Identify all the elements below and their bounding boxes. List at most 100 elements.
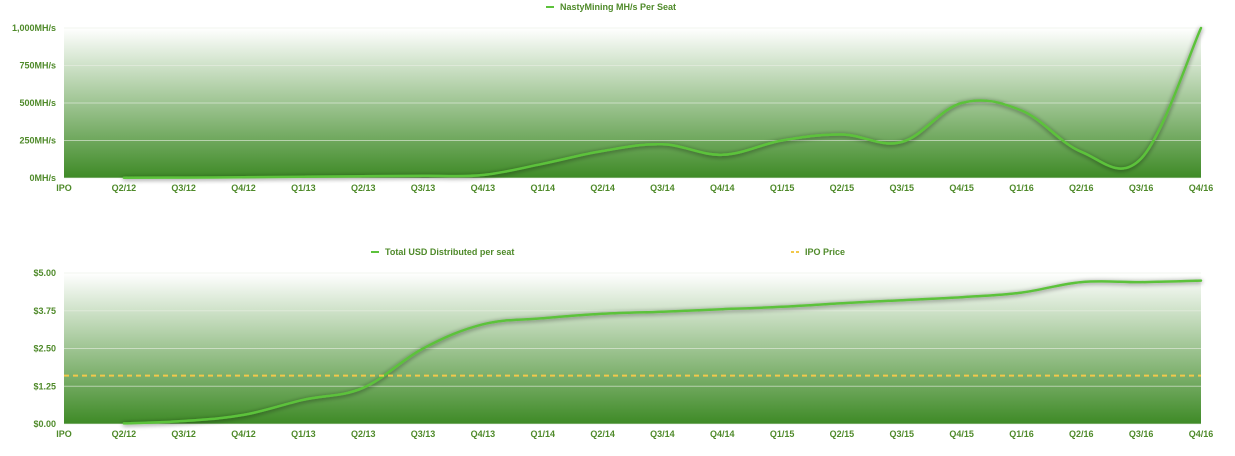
x-tick-label: Q3/16 xyxy=(1129,429,1154,439)
series-group xyxy=(64,279,1203,425)
grid-lines xyxy=(64,272,1201,425)
x-tick-label: Q1/16 xyxy=(1009,183,1034,193)
x-tick-label: Q2/12 xyxy=(112,429,137,439)
x-tick-label: Q3/13 xyxy=(411,183,436,193)
x-axis: IPO Q2/12 Q3/12 Q4/12 Q1/13 Q2/13 Q3/13 Q4/13 Q1… xyxy=(56,183,1213,193)
data-point xyxy=(482,174,484,176)
x-tick-label: Q4/16 xyxy=(1189,429,1214,439)
x-tick-label: Q3/12 xyxy=(171,429,196,439)
data-point xyxy=(960,296,962,298)
x-tick-label: Q4/16 xyxy=(1189,183,1214,193)
data-point xyxy=(781,139,783,141)
x-tick-label: Q4/12 xyxy=(231,183,256,193)
data-point xyxy=(1080,281,1082,283)
data-point xyxy=(960,102,962,104)
x-tick-label: Q2/12 xyxy=(112,183,137,193)
data-point xyxy=(1140,281,1142,283)
x-tick-label: Q3/12 xyxy=(171,183,196,193)
x-tick-label: Q1/14 xyxy=(530,183,555,193)
series-line xyxy=(122,279,1203,425)
x-tick-label: Q2/15 xyxy=(830,183,855,193)
y-tick-label: 0MH/s xyxy=(29,173,56,183)
y-tick-label: 1,000MH/s xyxy=(12,23,56,33)
legend: NastyMining MH/s Per Seat xyxy=(546,2,676,12)
y-tick-label: $2.50 xyxy=(33,344,56,354)
x-tick-label: Q3/16 xyxy=(1129,183,1154,193)
data-point xyxy=(123,422,125,424)
data-point xyxy=(422,175,424,177)
data-point xyxy=(1140,157,1142,159)
x-tick-label: Q2/16 xyxy=(1069,183,1094,193)
x-tick-label: Q2/15 xyxy=(830,429,855,439)
y-tick-label: $0.00 xyxy=(33,419,56,429)
data-point xyxy=(901,141,903,143)
x-tick-label: Q2/16 xyxy=(1069,429,1094,439)
data-point xyxy=(661,143,663,145)
x-tick-label: Q1/15 xyxy=(770,429,795,439)
data-point xyxy=(901,299,903,301)
x-tick-label: Q2/14 xyxy=(590,183,615,193)
x-tick-label: Q4/13 xyxy=(471,183,496,193)
x-tick-label: Q1/16 xyxy=(1009,429,1034,439)
data-point xyxy=(182,176,184,178)
legend-item[interactable]: NastyMining MH/s Per Seat xyxy=(546,2,676,12)
legend-label: Total USD Distributed per seat xyxy=(385,247,514,257)
y-tick-label: 750MH/s xyxy=(19,61,56,71)
mhs-per-seat-chart: 0MH/s 250MH/s 500MH/s 750MH/s 1,000MH/s IPO Q… xyxy=(12,2,1213,193)
x-tick-label: Q1/13 xyxy=(291,183,316,193)
data-point xyxy=(182,420,184,422)
x-tick-label: Q2/13 xyxy=(351,183,376,193)
data-point xyxy=(482,323,484,325)
x-tick-label: Q4/15 xyxy=(949,183,974,193)
x-tick-label: Q1/15 xyxy=(770,183,795,193)
x-tick-label: Q4/12 xyxy=(231,429,256,439)
data-point xyxy=(123,177,125,179)
data-point xyxy=(362,175,364,177)
data-point xyxy=(1200,279,1202,281)
y-tick-label: $5.00 xyxy=(33,268,56,278)
x-tick-label: Q2/13 xyxy=(351,429,376,439)
y-tick-label: $3.75 xyxy=(33,306,56,316)
x-tick-label: Q1/13 xyxy=(291,429,316,439)
data-point xyxy=(601,150,603,152)
data-point xyxy=(841,302,843,304)
data-point xyxy=(542,163,544,165)
x-tick-label: Q4/14 xyxy=(710,429,735,439)
data-point xyxy=(841,133,843,135)
legend-item[interactable]: Total USD Distributed per seat xyxy=(371,247,514,257)
x-tick-label: Q3/14 xyxy=(650,429,675,439)
legend-label: IPO Price xyxy=(805,247,845,257)
legend: Total USD Distributed per seat IPO Price xyxy=(371,247,845,257)
x-tick-label: Q3/15 xyxy=(890,429,915,439)
data-point xyxy=(721,308,723,310)
legend-item[interactable]: IPO Price xyxy=(791,247,845,257)
series-line xyxy=(122,26,1203,179)
x-tick-label: Q3/13 xyxy=(411,429,436,439)
data-point xyxy=(302,399,304,401)
data-point xyxy=(1020,291,1022,293)
data-point xyxy=(422,347,424,349)
legend-label: NastyMining MH/s Per Seat xyxy=(560,2,676,12)
x-tick-label: Q3/14 xyxy=(650,183,675,193)
usd-distributed-chart: $0.00 $1.25 $2.50 $3.75 $5.00 IPO Q2/12 Q3/12 Q… xyxy=(33,247,1213,439)
data-point xyxy=(661,310,663,312)
y-axis: 0MH/s 250MH/s 500MH/s 750MH/s 1,000MH/s xyxy=(12,23,56,183)
data-point xyxy=(1200,27,1202,29)
data-point xyxy=(302,176,304,178)
data-point xyxy=(601,313,603,315)
data-point xyxy=(242,414,244,416)
data-point xyxy=(1020,109,1022,111)
data-point xyxy=(542,317,544,319)
y-tick-label: 500MH/s xyxy=(19,98,56,108)
x-tick-label: Q2/14 xyxy=(590,429,615,439)
y-tick-label: 250MH/s xyxy=(19,136,56,146)
x-tick-label: IPO xyxy=(56,183,72,193)
data-point xyxy=(781,306,783,308)
data-point xyxy=(721,154,723,156)
x-tick-label: Q4/15 xyxy=(949,429,974,439)
x-tick-label: Q3/15 xyxy=(890,183,915,193)
y-tick-label: $1.25 xyxy=(33,381,56,391)
x-tick-label: Q4/13 xyxy=(471,429,496,439)
x-axis: IPO Q2/12 Q3/12 Q4/12 Q1/13 Q2/13 Q3/13 Q4/13 Q1… xyxy=(56,429,1213,439)
